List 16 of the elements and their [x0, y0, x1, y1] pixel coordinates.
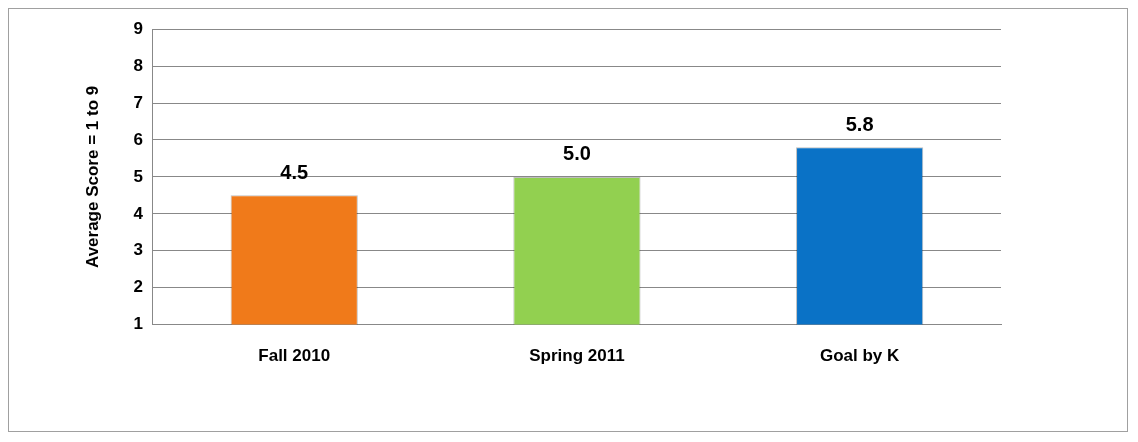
y-axis-title: Average Score = 1 to 9 — [82, 85, 102, 269]
data-label: 4.5 — [280, 160, 309, 183]
y-tick-label: 4 — [133, 203, 144, 223]
y-tick-label: 8 — [133, 55, 143, 75]
y-tick-label: 6 — [133, 129, 143, 149]
data-label: 5.8 — [845, 112, 874, 135]
data-label: 5.0 — [563, 142, 591, 165]
y-tick-label: 1 — [133, 314, 143, 334]
x-tick-label: Goal by K — [819, 346, 901, 366]
y-tick-label: 3 — [133, 240, 143, 260]
x-tick-label: Fall 2010 — [258, 346, 331, 366]
y-tick-label: 9 — [133, 18, 143, 38]
x-tick-label: Spring 2011 — [529, 346, 625, 366]
y-tick-label: 7 — [133, 92, 143, 112]
y-tick-label: 2 — [133, 277, 143, 297]
y-tick-label: 5 — [133, 166, 143, 186]
